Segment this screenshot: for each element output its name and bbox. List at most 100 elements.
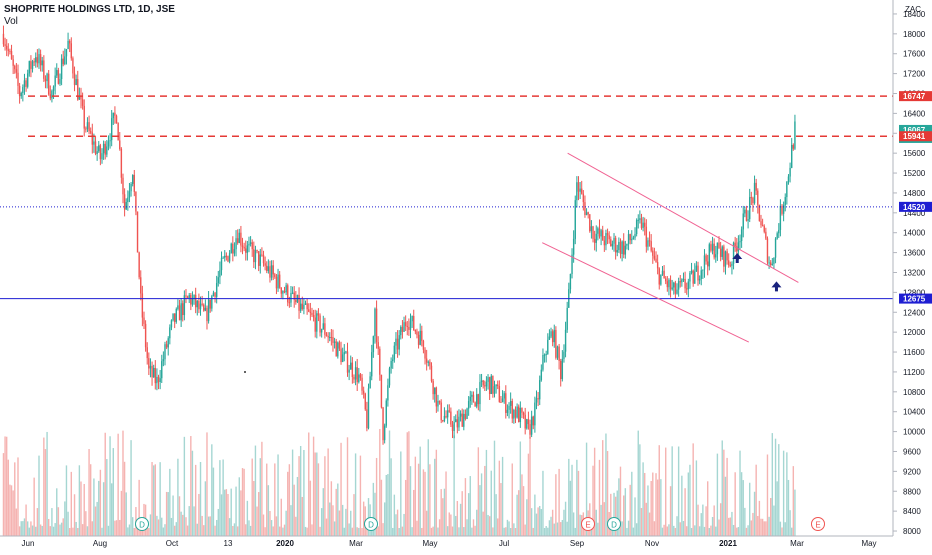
volume-bar xyxy=(345,508,347,536)
candle-body xyxy=(644,222,646,227)
candle-body xyxy=(175,308,177,322)
candle-body xyxy=(761,225,764,227)
candle-body xyxy=(729,265,732,267)
volume-bar xyxy=(770,498,772,536)
volume-bar xyxy=(653,521,656,536)
candle-body xyxy=(684,278,686,289)
candle-body xyxy=(753,182,756,204)
candle-body xyxy=(99,145,102,160)
volume-bar xyxy=(241,468,244,536)
volume-indicator-label[interactable]: Vol xyxy=(4,16,18,27)
volume-bar xyxy=(663,524,665,536)
volume-bar xyxy=(513,523,515,536)
volume-bar xyxy=(618,478,620,536)
volume-bar xyxy=(312,436,315,536)
volume-bar xyxy=(728,517,730,536)
volume-bar xyxy=(35,526,37,536)
candle-body xyxy=(592,226,594,239)
volume-bar xyxy=(287,471,289,536)
volume-bar xyxy=(713,505,715,536)
price-tag-12675[interactable]: 12675 xyxy=(899,293,932,304)
time-axis[interactable]: Jun Aug Oct 13 2020 Mar May Jul Sep Nov 2021 Mar May xyxy=(0,535,932,550)
candle-body xyxy=(482,380,484,386)
candle-body xyxy=(634,234,636,238)
volume-bar xyxy=(114,520,116,536)
volume-bar xyxy=(556,522,559,536)
candle-body xyxy=(332,337,334,343)
price-tag-14520[interactable]: 14520 xyxy=(899,201,932,212)
price-axis[interactable]: 1840018000176001720016800164001600015600… xyxy=(892,0,932,550)
candle-body xyxy=(442,420,444,422)
y-tick-label: 16400 xyxy=(903,109,926,118)
earnings-marker[interactable]: E xyxy=(811,517,825,531)
volume-bar xyxy=(14,462,16,536)
candle-body xyxy=(161,361,163,379)
volume-bar xyxy=(548,520,551,536)
candle-body xyxy=(781,205,783,214)
candle-body xyxy=(98,145,100,152)
candle-body xyxy=(466,408,468,419)
volume-bar xyxy=(201,515,203,536)
candle-body xyxy=(298,294,300,311)
volume-bar xyxy=(91,521,93,536)
price-tag-16747[interactable]: 16747 xyxy=(899,91,932,102)
volume-bar xyxy=(338,510,341,536)
candle-body xyxy=(141,293,144,318)
volume-bar xyxy=(60,522,63,536)
candle-body xyxy=(329,337,331,339)
volume-bar xyxy=(529,437,531,536)
earnings-marker[interactable]: E xyxy=(581,517,595,531)
volume-bar xyxy=(518,490,520,536)
price-tag-15941[interactable]: 15941 xyxy=(899,131,932,142)
candle-body xyxy=(383,425,386,441)
candle-body xyxy=(432,380,434,395)
candle-body xyxy=(73,73,76,85)
volume-bar xyxy=(579,514,581,536)
candle-body xyxy=(194,294,197,308)
candle-body xyxy=(723,246,725,267)
candle-body xyxy=(574,200,576,239)
drawn-levels[interactable] xyxy=(0,95,893,373)
candle-body xyxy=(558,346,560,361)
symbol-title[interactable]: SHOPRITE HOLDINGS LTD, 1D, JSE xyxy=(4,4,175,15)
candle-body xyxy=(377,342,379,349)
candle-body xyxy=(293,292,295,300)
candle-body xyxy=(251,242,253,250)
volume-bar xyxy=(65,465,68,536)
volume-bar xyxy=(692,443,694,536)
candle-body xyxy=(514,409,517,418)
candle-body xyxy=(459,413,462,417)
volume-bar xyxy=(684,488,686,536)
candle-body xyxy=(266,265,268,271)
dividend-marker[interactable]: D xyxy=(364,517,378,531)
candle-body xyxy=(745,209,748,221)
candle-body xyxy=(190,294,192,305)
volume-bar xyxy=(707,481,709,536)
candle-body xyxy=(283,290,286,293)
candle-body xyxy=(613,237,615,244)
dividend-marker[interactable]: D xyxy=(607,517,621,531)
volume-bar xyxy=(319,526,321,536)
candle-body xyxy=(67,40,69,49)
candle-body xyxy=(388,368,391,386)
x-tick-label: Aug xyxy=(93,539,107,548)
volume-bar xyxy=(737,527,740,536)
x-tick-label: May xyxy=(422,539,437,548)
volume-bar xyxy=(270,520,273,536)
volume-bar xyxy=(719,503,722,536)
volume-bar xyxy=(54,523,56,536)
candle-body xyxy=(185,295,187,297)
candle-body xyxy=(125,202,127,210)
volume-bar xyxy=(466,519,468,536)
dividend-marker[interactable]: D xyxy=(135,517,149,531)
candle-body xyxy=(455,419,457,423)
volume-bar xyxy=(731,511,733,536)
candle-body xyxy=(164,344,166,360)
candle-body xyxy=(589,214,591,232)
candle-body xyxy=(661,270,664,275)
candle-body xyxy=(154,367,156,384)
candle-body xyxy=(358,374,360,383)
